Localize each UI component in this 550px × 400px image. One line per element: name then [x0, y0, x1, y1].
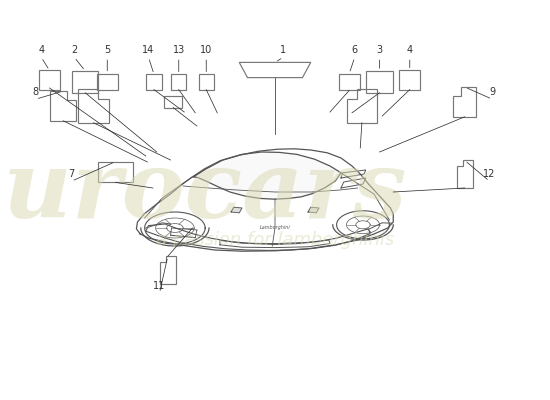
Bar: [97, 74, 118, 90]
Text: 1: 1: [280, 45, 287, 55]
Text: 7: 7: [68, 169, 75, 179]
Bar: [39, 70, 60, 90]
Text: 13: 13: [173, 45, 185, 55]
Polygon shape: [231, 207, 242, 213]
Text: 11: 11: [153, 281, 166, 291]
Bar: [366, 71, 393, 93]
Text: 8: 8: [32, 87, 39, 97]
Polygon shape: [308, 207, 319, 213]
Bar: [171, 74, 186, 90]
Polygon shape: [194, 152, 341, 199]
Bar: [98, 162, 133, 182]
Text: 4: 4: [406, 45, 413, 55]
Bar: [199, 74, 214, 90]
Text: Lamborghini: Lamborghini: [260, 225, 290, 230]
Bar: [146, 74, 162, 90]
Text: 6: 6: [351, 45, 358, 55]
Text: a passion for lamborghinis: a passion for lamborghinis: [156, 231, 394, 249]
Bar: [164, 96, 182, 108]
Text: 14: 14: [142, 45, 155, 55]
Text: 10: 10: [200, 45, 212, 55]
Text: 4: 4: [38, 45, 45, 55]
Bar: [72, 71, 98, 93]
Text: 9: 9: [489, 87, 496, 97]
Text: 12: 12: [483, 169, 496, 179]
Bar: [339, 74, 360, 90]
Text: 2: 2: [71, 45, 78, 55]
Text: 5: 5: [104, 45, 111, 55]
Text: 3: 3: [376, 45, 383, 55]
Text: eurocars: eurocars: [0, 147, 408, 237]
Bar: [399, 70, 420, 90]
